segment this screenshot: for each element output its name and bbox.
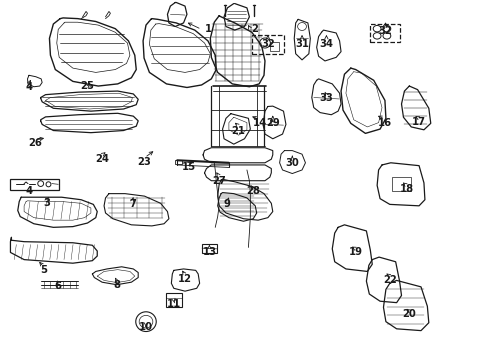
Text: 30: 30 <box>285 158 299 168</box>
Text: 1: 1 <box>204 24 211 35</box>
Text: 32: 32 <box>377 26 391 36</box>
Bar <box>202 244 216 253</box>
Text: 19: 19 <box>348 247 362 257</box>
Text: 16: 16 <box>377 118 391 128</box>
Text: 26: 26 <box>28 139 41 148</box>
Text: 23: 23 <box>138 157 151 167</box>
Text: 6: 6 <box>55 281 61 291</box>
Text: 27: 27 <box>212 176 225 186</box>
Text: 25: 25 <box>81 81 94 91</box>
Text: 10: 10 <box>139 322 153 332</box>
Bar <box>251 35 283 54</box>
Text: 11: 11 <box>166 299 181 309</box>
Text: 29: 29 <box>265 118 279 128</box>
Text: 24: 24 <box>95 154 109 164</box>
Text: 4: 4 <box>25 186 33 197</box>
Text: 12: 12 <box>178 274 192 284</box>
Text: 21: 21 <box>231 126 245 135</box>
Text: 8: 8 <box>113 280 120 290</box>
Bar <box>10 179 59 190</box>
Text: 20: 20 <box>402 310 415 319</box>
Text: 9: 9 <box>224 199 230 210</box>
Text: 17: 17 <box>411 117 425 127</box>
Text: 4: 4 <box>25 82 33 92</box>
Text: 13: 13 <box>202 247 216 257</box>
Text: 7: 7 <box>129 199 136 210</box>
Text: 32: 32 <box>261 40 274 49</box>
Text: 18: 18 <box>399 184 412 194</box>
Text: 14: 14 <box>252 118 266 128</box>
Text: 5: 5 <box>40 265 47 275</box>
Text: 22: 22 <box>382 275 396 285</box>
Text: 33: 33 <box>319 93 333 103</box>
Bar <box>165 293 181 307</box>
Bar <box>270 42 279 51</box>
Bar <box>391 177 410 191</box>
Text: 28: 28 <box>246 186 260 197</box>
Text: 31: 31 <box>294 40 308 49</box>
Text: 3: 3 <box>43 198 50 208</box>
Bar <box>369 24 399 42</box>
Text: 15: 15 <box>181 162 195 172</box>
Text: 34: 34 <box>319 40 333 49</box>
Bar <box>175 160 182 164</box>
Text: 2: 2 <box>250 24 257 35</box>
